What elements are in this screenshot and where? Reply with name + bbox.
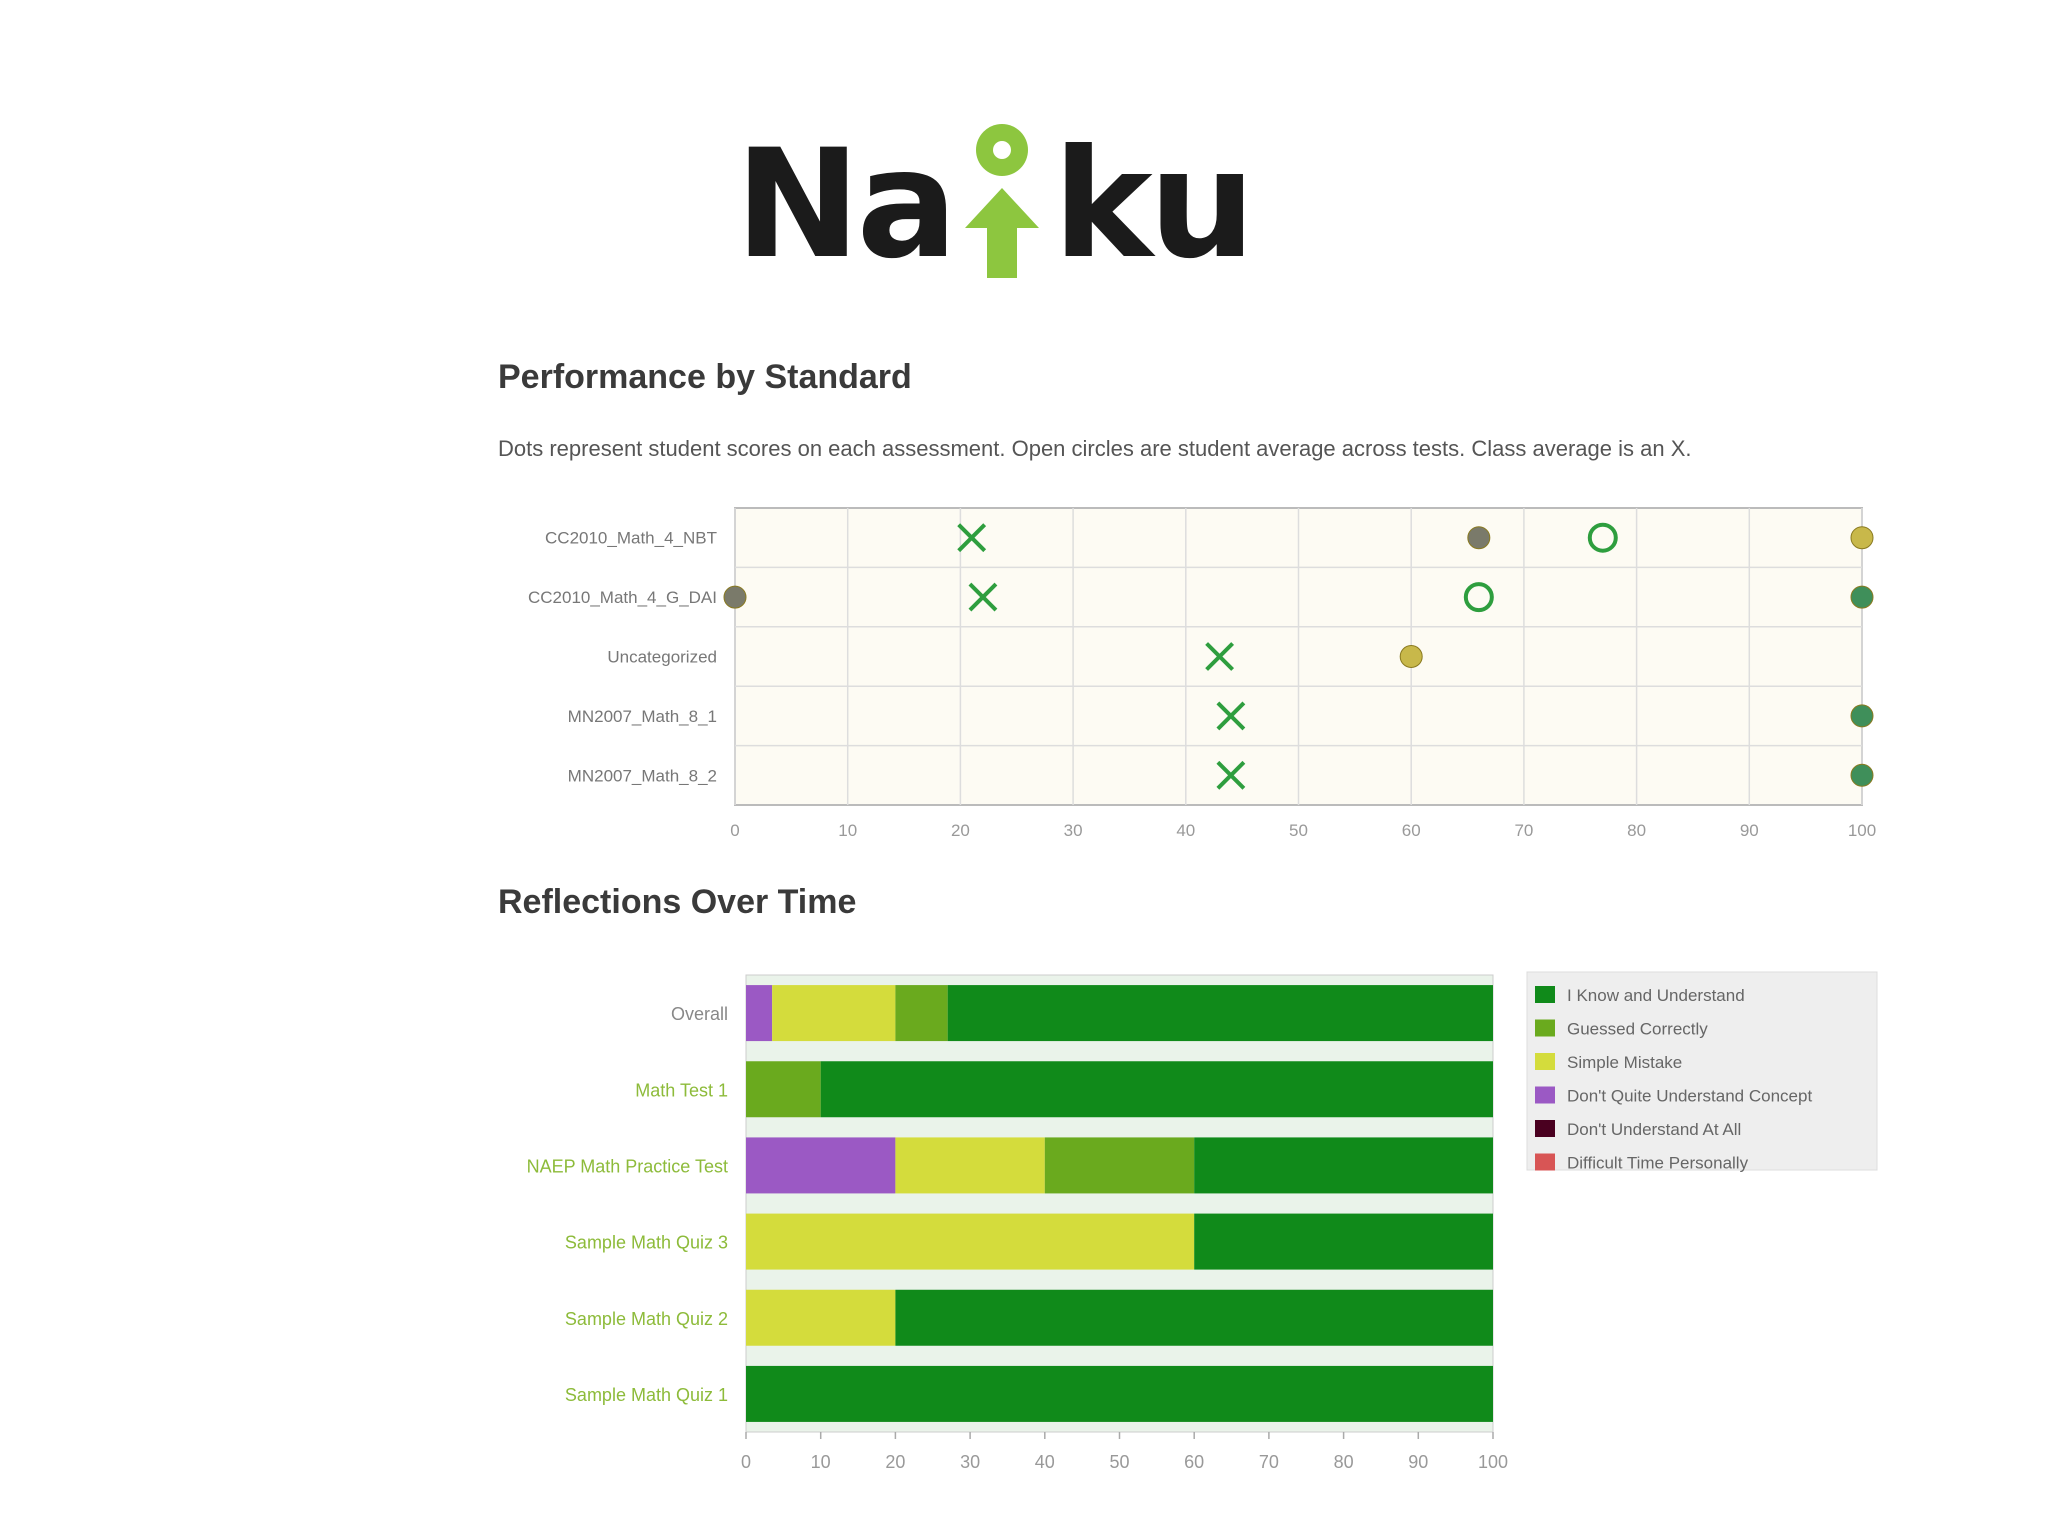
scatter-x-tick-label: 20 bbox=[951, 821, 970, 840]
bar-category-label: Overall bbox=[671, 1004, 728, 1024]
reflections-title: Reflections Over Time bbox=[498, 883, 857, 921]
scatter-x-tick-label: 50 bbox=[1289, 821, 1308, 840]
student-score-dot bbox=[1850, 526, 1874, 550]
bar-legend bbox=[1526, 971, 1878, 1171]
student-score-dot bbox=[1467, 526, 1491, 550]
bar-segment bbox=[947, 985, 1493, 1042]
class-average-x-marker bbox=[968, 582, 998, 612]
legend-swatch bbox=[1535, 1019, 1555, 1037]
bar-x-tick-label: 60 bbox=[1184, 1452, 1204, 1472]
x-stroke bbox=[1216, 701, 1246, 731]
scatter-x-tick-label: 90 bbox=[1740, 821, 1759, 840]
scatter-x-tick-label: 100 bbox=[1848, 821, 1876, 840]
scatter-category-label: MN2007_Math_8_1 bbox=[568, 707, 717, 726]
legend-label: Don't Understand At All bbox=[1567, 1120, 1741, 1139]
class-average-x-marker bbox=[1205, 642, 1235, 671]
scatter-x-tick-label: 40 bbox=[1176, 821, 1195, 840]
bar-segment bbox=[746, 1365, 1493, 1422]
bar-segment bbox=[772, 985, 896, 1042]
x-stroke bbox=[957, 523, 987, 553]
student-score-dot bbox=[1399, 645, 1423, 668]
student-score-dot bbox=[1850, 704, 1874, 728]
bar-x-tick-label: 40 bbox=[1035, 1452, 1055, 1472]
scatter-x-tick-label: 60 bbox=[1402, 821, 1421, 840]
scatter-x-tick-label: 10 bbox=[838, 821, 857, 840]
scatter-x-tick-label: 30 bbox=[1064, 821, 1083, 840]
scatter-x-tick-label: 70 bbox=[1514, 821, 1533, 840]
student-score-dot bbox=[723, 585, 747, 609]
bar-x-tick-label: 20 bbox=[885, 1452, 905, 1472]
x-stroke bbox=[957, 523, 987, 553]
legend-label: Guessed Correctly bbox=[1567, 1020, 1708, 1039]
x-stroke bbox=[1216, 760, 1246, 790]
bar-x-tick-label: 10 bbox=[811, 1452, 831, 1472]
x-stroke bbox=[1205, 642, 1235, 671]
bar-segment bbox=[1194, 1213, 1493, 1270]
scatter-plot-area bbox=[734, 507, 1863, 806]
performance-description: Dots represent student scores on each as… bbox=[498, 436, 1692, 461]
logo-text-right: ku bbox=[1053, 118, 1256, 292]
legend-swatch bbox=[1535, 986, 1555, 1003]
performance-title: Performance by Standard bbox=[498, 358, 912, 396]
bar-x-tick-label: 90 bbox=[1408, 1452, 1428, 1472]
legend-label: I Know and Understand bbox=[1567, 986, 1745, 1005]
bar-x-tick-label: 70 bbox=[1259, 1452, 1279, 1472]
bar-segment bbox=[895, 1289, 1493, 1346]
student-average-circle bbox=[1587, 522, 1618, 553]
scatter-x-tick-label: 0 bbox=[730, 821, 739, 840]
bar-category-label: Sample Math Quiz 1 bbox=[565, 1385, 728, 1405]
x-stroke bbox=[1216, 701, 1246, 731]
bar-x-tick-label: 30 bbox=[960, 1452, 980, 1472]
legend-swatch bbox=[1535, 1086, 1555, 1104]
x-stroke bbox=[1216, 760, 1246, 790]
legend-label: Difficult Time Personally bbox=[1567, 1154, 1749, 1173]
bar-category-label: Sample Math Quiz 2 bbox=[565, 1309, 728, 1329]
legend-label: Don't Quite Understand Concept bbox=[1567, 1087, 1812, 1106]
x-stroke bbox=[968, 582, 998, 612]
bar-segment bbox=[895, 985, 948, 1042]
bar-segment bbox=[746, 1289, 896, 1346]
logo-text-left: Na bbox=[735, 118, 958, 292]
scatter-category-label: MN2007_Math_8_2 bbox=[568, 766, 717, 785]
x-stroke bbox=[968, 582, 998, 612]
student-average-circle bbox=[1463, 582, 1494, 613]
class-average-x-marker bbox=[957, 523, 987, 553]
legend-swatch bbox=[1535, 1053, 1555, 1070]
student-score-dot bbox=[1850, 585, 1874, 609]
legend-swatch bbox=[1535, 1153, 1555, 1171]
person-arrow-icon bbox=[965, 124, 1039, 278]
bar-segment bbox=[895, 1137, 1045, 1194]
legend-swatch bbox=[1535, 1120, 1555, 1137]
bar-segment bbox=[1194, 1137, 1493, 1194]
bar-x-tick-label: 50 bbox=[1109, 1452, 1129, 1472]
bar-category-label: Math Test 1 bbox=[635, 1080, 728, 1100]
bar-x-tick-label: 100 bbox=[1478, 1452, 1508, 1472]
scatter-category-label: CC2010_Math_4_NBT bbox=[545, 529, 717, 548]
legend-label: Simple Mistake bbox=[1567, 1053, 1682, 1072]
student-score-dot bbox=[1850, 763, 1874, 787]
scatter-category-label: CC2010_Math_4_G_DAI bbox=[528, 588, 717, 607]
bar-segment bbox=[746, 1213, 1195, 1270]
bar-segment bbox=[746, 1061, 821, 1118]
x-stroke bbox=[1205, 642, 1235, 671]
bar-segment bbox=[1044, 1137, 1195, 1194]
bar-category-label: NAEP Math Practice Test bbox=[527, 1156, 728, 1176]
bar-segment bbox=[820, 1061, 1493, 1118]
bar-x-tick-label: 80 bbox=[1334, 1452, 1354, 1472]
bar-plot-area bbox=[745, 974, 1494, 1433]
scatter-x-tick-label: 80 bbox=[1627, 821, 1646, 840]
bar-segment bbox=[746, 985, 773, 1042]
class-average-x-marker bbox=[1216, 760, 1246, 790]
bar-segment bbox=[746, 1137, 896, 1194]
bar-category-label: Sample Math Quiz 3 bbox=[565, 1233, 728, 1253]
scatter-category-label: Uncategorized bbox=[607, 648, 717, 667]
naiku-logo: Na ku bbox=[735, 118, 1256, 292]
bar-x-tick-label: 0 bbox=[741, 1452, 751, 1472]
class-average-x-marker bbox=[1216, 701, 1246, 731]
